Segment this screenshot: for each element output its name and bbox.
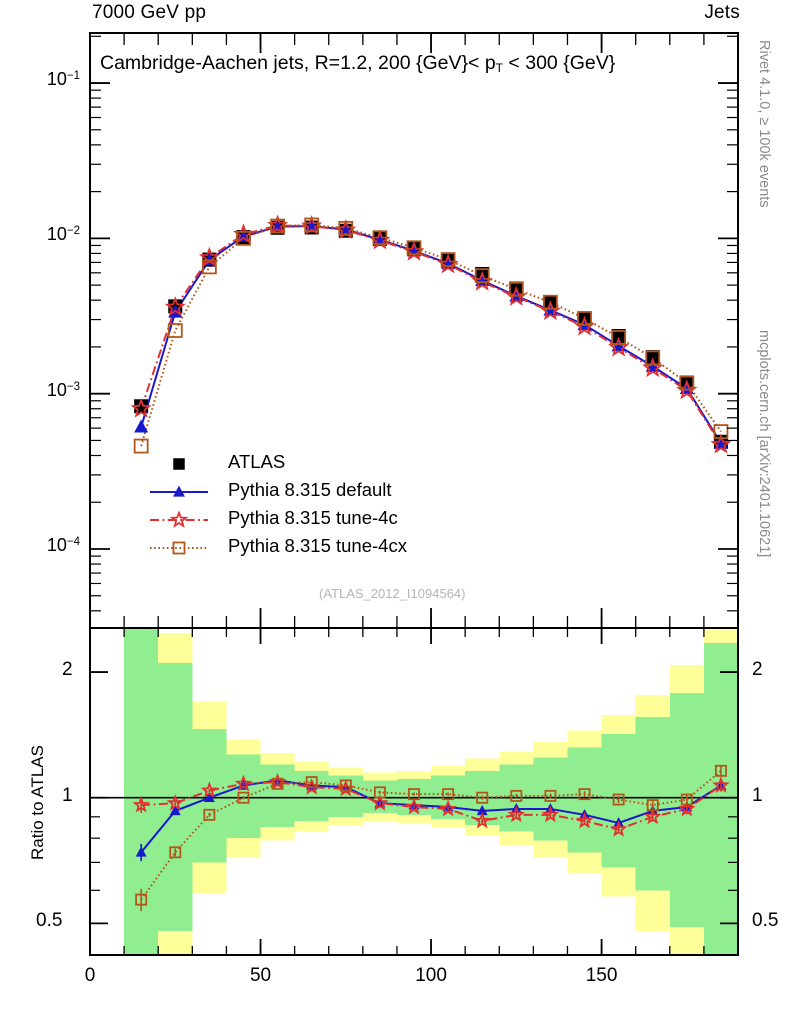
ytick-ratio-left-0.5: 0.5 — [36, 910, 63, 932]
legend-label: Pythia 8.315 tune-4cx — [228, 535, 407, 556]
xtick-150: 150 — [585, 965, 618, 986]
plot-title-pre: Cambridge-Aachen jets, R=1.2, 200 {GeV}<… — [100, 52, 496, 74]
xtick-0: 0 — [84, 965, 96, 986]
ytick-main-10−3: 10−3 — [46, 379, 80, 400]
header-right-label: Jets — [704, 2, 740, 23]
ytick-ratio-right-1: 1 — [752, 784, 763, 806]
ytick-main-10−1: 10−1 — [46, 69, 80, 90]
ytick-ratio-right-0.5: 0.5 — [752, 910, 779, 932]
legend-label: Pythia 8.315 default — [228, 479, 392, 500]
ytick-ratio-right-2: 2 — [752, 659, 763, 681]
plot-title: Cambridge-Aachen jets, R=1.2, 200 {GeV}<… — [100, 52, 615, 75]
plot-title-post: < 300 {GeV} — [503, 52, 616, 74]
ytick-ratio-left-2: 2 — [62, 659, 73, 681]
ytick-ratio-left-1: 1 — [62, 784, 73, 806]
ytick-main-10−2: 10−2 — [46, 224, 80, 245]
ytick-main-10−4: 10−4 — [46, 534, 80, 555]
legend-label: ATLAS — [228, 451, 286, 472]
xtick-50: 50 — [249, 965, 272, 986]
analysis-id-watermark: (ATLAS_2012_I1094564) — [319, 586, 466, 601]
header-left-label: 7000 GeV pp — [92, 2, 207, 23]
xtick-100: 100 — [415, 965, 447, 986]
plot-title-sub: T — [495, 61, 504, 75]
legend-label: Pythia 8.315 tune-4c — [228, 507, 398, 528]
